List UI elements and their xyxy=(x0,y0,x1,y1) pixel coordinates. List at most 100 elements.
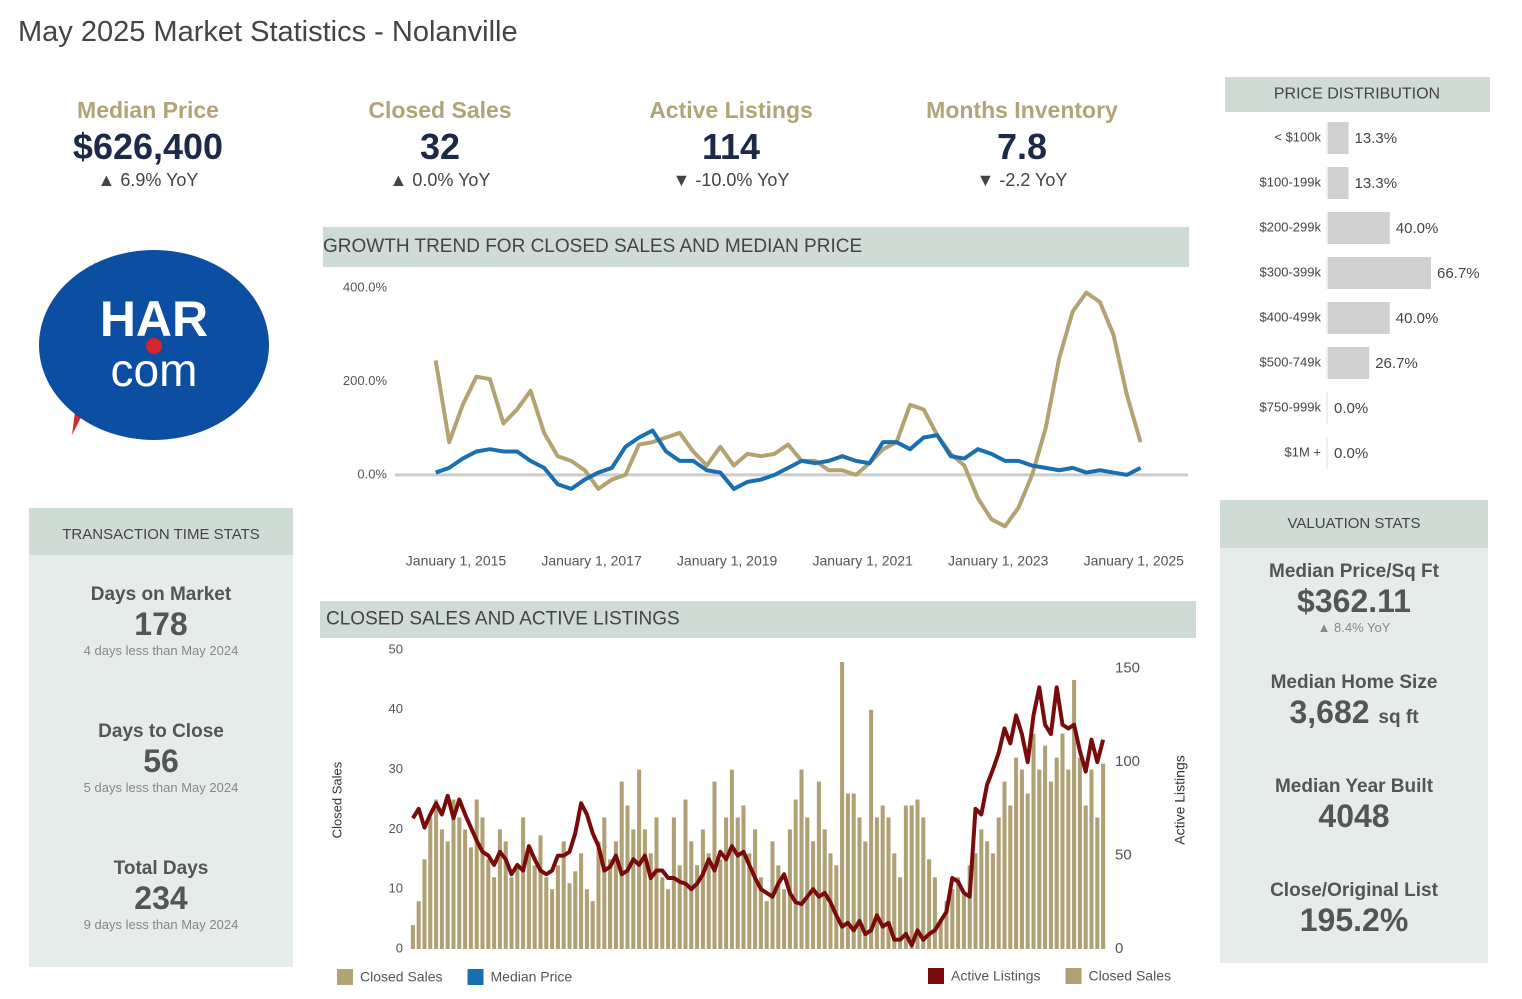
bar xyxy=(451,799,456,949)
bar xyxy=(979,829,984,949)
bar xyxy=(834,865,839,949)
bar xyxy=(741,805,746,949)
value-label: 13.3% xyxy=(1355,175,1398,192)
bar xyxy=(724,817,729,949)
x-tick-label: January 1, 2021 xyxy=(812,553,913,569)
bar xyxy=(1328,347,1370,379)
y-tick-label: 20 xyxy=(389,821,403,836)
stat-value: 4048 xyxy=(1318,798,1390,834)
x-tick-label: January 1, 2025 xyxy=(1084,553,1185,569)
bar xyxy=(718,859,723,949)
x-tick-label: January 1, 2015 xyxy=(406,553,507,569)
bar xyxy=(956,877,961,949)
bar xyxy=(1008,805,1013,949)
chart-title-bar xyxy=(320,601,1196,638)
y-tick-label: 30 xyxy=(389,761,403,776)
bar xyxy=(811,841,816,949)
stat-value: 195.2% xyxy=(1299,902,1409,938)
bar xyxy=(677,865,682,949)
bar xyxy=(816,781,821,949)
category-label: $500-749k xyxy=(1260,354,1322,369)
category-label: $400-499k xyxy=(1260,309,1322,324)
bar xyxy=(422,859,427,949)
bar xyxy=(416,901,421,949)
stat-value: 56 xyxy=(143,743,179,779)
bar xyxy=(1048,781,1053,949)
bar xyxy=(782,889,787,949)
x-tick-label: January 1, 2023 xyxy=(948,553,1049,569)
chart-title: PRICE DISTRIBUTION xyxy=(1274,86,1440,103)
y-tick-label: 40 xyxy=(389,701,403,716)
kpi-value: 7.8 xyxy=(996,126,1048,167)
bar xyxy=(1095,817,1100,949)
bar xyxy=(1328,122,1349,154)
bar xyxy=(1101,763,1106,949)
bar xyxy=(1014,757,1019,949)
bar xyxy=(706,853,711,949)
bar xyxy=(509,877,514,949)
bar xyxy=(903,805,908,949)
bar xyxy=(474,799,479,949)
bar xyxy=(1328,212,1390,244)
page-title: May 2025 Market Statistics - Nolanville xyxy=(18,16,518,48)
stat-note: 5 days less than May 2024 xyxy=(83,780,239,795)
bar xyxy=(898,877,903,949)
stat: Median Home Size 3,682 sq ft xyxy=(1220,672,1488,731)
stat: Days on Market 178 4 days less than May … xyxy=(29,584,293,658)
value-label: 0.0% xyxy=(1334,400,1368,417)
stat: Days to Close 56 5 days less than May 20… xyxy=(29,721,293,795)
kpi-value: $626,400 xyxy=(72,126,224,167)
stat-label: Days on Market xyxy=(90,584,232,605)
kpi-label: Months Inventory xyxy=(926,97,1118,123)
bar xyxy=(758,877,763,949)
legend-swatch xyxy=(928,968,944,984)
bar xyxy=(1019,769,1024,949)
bar xyxy=(608,859,613,949)
legend-label: Closed Sales xyxy=(1088,968,1171,984)
series-line xyxy=(433,290,1143,529)
logo-text: HAR xyxy=(100,291,208,347)
bar xyxy=(463,829,468,949)
bar xyxy=(596,841,601,949)
kpi: Active Listings 114 ▼ -10.0% YoY xyxy=(601,97,861,191)
y-tick-label: 10 xyxy=(389,881,403,896)
kpi-change: ▲ 6.9% YoY xyxy=(97,170,199,190)
bar xyxy=(1002,781,1007,949)
kpi-change: ▲ 0.0% YoY xyxy=(389,170,491,190)
bar xyxy=(793,799,798,949)
bar xyxy=(1060,733,1065,949)
bar xyxy=(619,781,624,949)
series-line xyxy=(435,428,1142,491)
y2-tick-label: 150 xyxy=(1115,660,1140,677)
bar xyxy=(845,793,850,949)
bar xyxy=(666,889,671,949)
bar xyxy=(950,889,955,949)
value-label: 13.3% xyxy=(1355,130,1398,147)
stat-value: 3,682 xyxy=(1289,694,1370,730)
bar xyxy=(753,829,758,949)
bar xyxy=(480,817,485,949)
kpi-change: ▼ -2.2 YoY xyxy=(976,170,1068,190)
bar xyxy=(1066,769,1071,949)
stat-label: Median Home Size xyxy=(1270,672,1438,693)
stat-value: 178 xyxy=(134,606,188,642)
category-label: < $100k xyxy=(1274,129,1321,144)
bar xyxy=(874,817,879,949)
bar xyxy=(880,805,885,949)
y2-tick-label: 0 xyxy=(1115,940,1123,957)
bar xyxy=(1083,805,1088,949)
bar xyxy=(579,853,584,949)
bar xyxy=(521,817,526,949)
value-label: 40.0% xyxy=(1396,220,1439,237)
stat-label: Median Price/Sq Ft xyxy=(1269,561,1439,582)
bar xyxy=(683,799,688,949)
bar xyxy=(602,817,607,949)
chart-title: GROWTH TREND FOR CLOSED SALES AND MEDIAN… xyxy=(323,236,862,257)
category-label: $200-299k xyxy=(1260,219,1322,234)
stat: Total Days 234 9 days less than May 2024 xyxy=(29,858,293,932)
y-tick-label: 400.0% xyxy=(343,279,388,294)
bar xyxy=(1072,679,1077,949)
stat: Median Price/Sq Ft $362.11 ▲ 8.4% YoY xyxy=(1220,561,1488,635)
